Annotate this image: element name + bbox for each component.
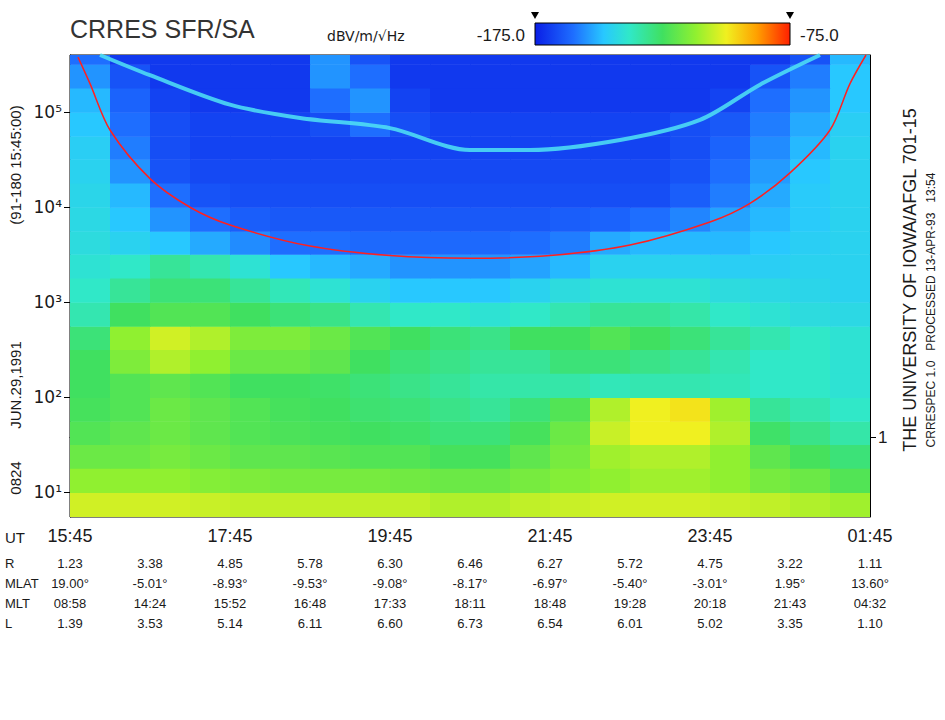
svg-text:10³: 10³ [34, 292, 62, 312]
svg-text:19.00°: 19.00° [51, 576, 89, 591]
svg-text:08:58: 08:58 [54, 596, 87, 611]
svg-text:23:45: 23:45 [687, 526, 732, 546]
svg-text:17:33: 17:33 [374, 596, 407, 611]
svg-text:01:45: 01:45 [847, 526, 892, 546]
svg-text:6.60: 6.60 [377, 616, 402, 631]
svg-text:R: R [5, 556, 14, 571]
svg-text:3.38: 3.38 [137, 556, 162, 571]
svg-text:17:45: 17:45 [207, 526, 252, 546]
svg-text:6.73: 6.73 [457, 616, 482, 631]
svg-text:6.30: 6.30 [377, 556, 402, 571]
svg-text:18:48: 18:48 [534, 596, 567, 611]
svg-text:13.60°: 13.60° [851, 576, 889, 591]
svg-text:6.46: 6.46 [457, 556, 482, 571]
svg-text:0824: 0824 [7, 461, 24, 494]
svg-text:3.53: 3.53 [137, 616, 162, 631]
svg-text:-75.0: -75.0 [800, 26, 839, 45]
svg-text:5.02: 5.02 [697, 616, 722, 631]
svg-text:3.35: 3.35 [777, 616, 802, 631]
svg-text:1.95°: 1.95° [775, 576, 806, 591]
svg-text:3.22: 3.22 [777, 556, 802, 571]
svg-text:19:28: 19:28 [614, 596, 647, 611]
svg-text:-9.53°: -9.53° [293, 576, 328, 591]
svg-text:16:48: 16:48 [294, 596, 327, 611]
svg-text:-3.01°: -3.01° [693, 576, 728, 591]
svg-text:CRRESPEC 1.0 PROCESSED 13-AP: CRRESPEC 1.0 PROCESSED 13-APR-93 13:54 [924, 172, 938, 447]
svg-text:-6.97°: -6.97° [533, 576, 568, 591]
svg-text:19:45: 19:45 [367, 526, 412, 546]
svg-text:1.23: 1.23 [57, 556, 82, 571]
svg-text:(91-180 15:45:00): (91-180 15:45:00) [7, 105, 24, 224]
svg-text:10⁴: 10⁴ [34, 197, 63, 217]
svg-text:5.72: 5.72 [617, 556, 642, 571]
svg-text:6.01: 6.01 [617, 616, 642, 631]
svg-text:4.75: 4.75 [697, 556, 722, 571]
svg-text:L: L [5, 616, 12, 631]
svg-text:-175.0: -175.0 [477, 26, 525, 45]
svg-text:dBV/m/√Hz: dBV/m/√Hz [327, 28, 405, 44]
svg-text:-5.40°: -5.40° [613, 576, 648, 591]
svg-text:15:52: 15:52 [214, 596, 247, 611]
svg-text:1.10: 1.10 [857, 616, 882, 631]
svg-text:1.39: 1.39 [57, 616, 82, 631]
svg-text:6.54: 6.54 [537, 616, 562, 631]
svg-text:THE UNIVERSITY OF IOWA/AFGL 70: THE UNIVERSITY OF IOWA/AFGL 701-15 [900, 108, 920, 451]
svg-text:10²: 10² [34, 387, 62, 407]
svg-text:6.27: 6.27 [537, 556, 562, 571]
svg-text:5.14: 5.14 [217, 616, 242, 631]
svg-text:JUN.29,1991: JUN.29,1991 [7, 341, 24, 429]
svg-text:1.11: 1.11 [858, 556, 882, 571]
svg-text:15:45: 15:45 [47, 526, 92, 546]
svg-text:5.78: 5.78 [297, 556, 322, 571]
svg-text:10¹: 10¹ [34, 482, 62, 502]
svg-text:-9.08°: -9.08° [373, 576, 408, 591]
svg-text:CRRES SFR/SA: CRRES SFR/SA [70, 15, 255, 43]
svg-text:1: 1 [878, 428, 887, 447]
svg-text:6.11: 6.11 [298, 616, 322, 631]
svg-text:-8.93°: -8.93° [213, 576, 248, 591]
svg-text:10⁵: 10⁵ [34, 102, 62, 122]
svg-text:MLAT: MLAT [5, 576, 39, 591]
svg-text:-8.17°: -8.17° [453, 576, 488, 591]
svg-text:UT: UT [5, 529, 25, 546]
svg-text:18:11: 18:11 [454, 596, 486, 611]
svg-text:21:45: 21:45 [527, 526, 572, 546]
svg-text:04:32: 04:32 [854, 596, 887, 611]
svg-text:20:18: 20:18 [694, 596, 727, 611]
svg-text:-5.01°: -5.01° [133, 576, 168, 591]
svg-text:MLT: MLT [5, 596, 30, 611]
svg-text:14:24: 14:24 [134, 596, 167, 611]
svg-text:21:43: 21:43 [774, 596, 807, 611]
svg-text:4.85: 4.85 [217, 556, 242, 571]
